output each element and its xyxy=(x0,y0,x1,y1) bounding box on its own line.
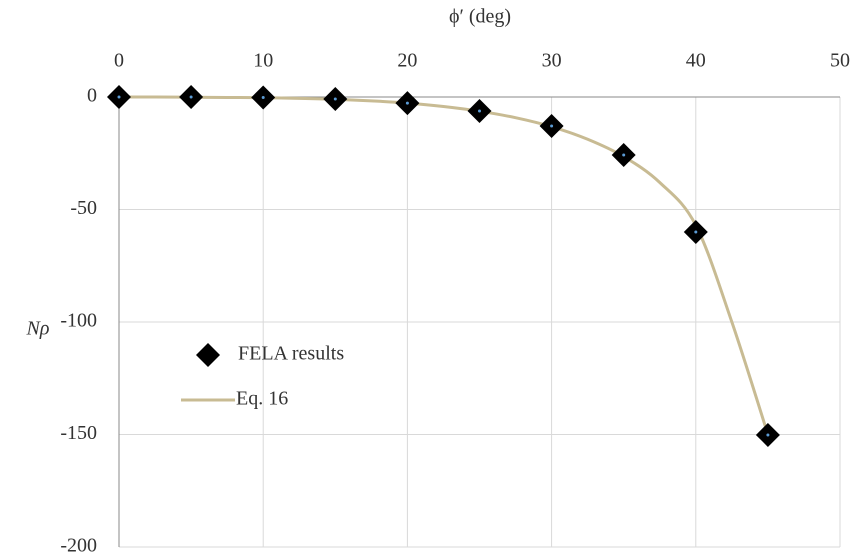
point xyxy=(611,143,636,168)
y-tick-label: -200 xyxy=(60,535,97,556)
x-axis-title: ϕ′ (deg) xyxy=(449,6,511,28)
marker-center xyxy=(261,95,265,99)
y-tick-label: 0 xyxy=(87,85,97,107)
point xyxy=(539,114,564,139)
x-tick-label: 20 xyxy=(397,50,417,72)
y-tick-label: -50 xyxy=(70,197,97,219)
marker-center xyxy=(117,95,121,99)
legend-label: FELA results xyxy=(238,343,344,365)
point xyxy=(467,98,492,123)
x-tick-label: 30 xyxy=(542,50,562,72)
marker-center xyxy=(694,230,698,234)
line xyxy=(118,95,770,435)
y-tick-label: -150 xyxy=(60,422,97,444)
x-tick-label: 50 xyxy=(830,50,850,72)
point xyxy=(683,220,708,244)
y-tick-label: -100 xyxy=(60,310,97,332)
marker-center xyxy=(405,101,409,105)
point xyxy=(755,422,780,447)
point xyxy=(323,87,348,112)
point xyxy=(251,85,276,110)
marker-center xyxy=(766,433,770,437)
y-axis-title: Nρ xyxy=(26,318,50,340)
legend-marker xyxy=(196,343,220,367)
marker-center xyxy=(189,95,193,99)
point xyxy=(179,85,204,109)
x-tick-label: 10 xyxy=(253,50,273,72)
marker-center xyxy=(622,153,626,157)
legend-label: Eq. 16 xyxy=(236,388,288,410)
marker-center xyxy=(333,97,337,101)
x-tick-label: 40 xyxy=(686,50,706,72)
marker-center xyxy=(478,109,481,113)
x-tick-label: 0 xyxy=(114,50,124,72)
marker-center xyxy=(550,124,554,128)
point xyxy=(395,91,420,116)
point xyxy=(107,85,131,109)
